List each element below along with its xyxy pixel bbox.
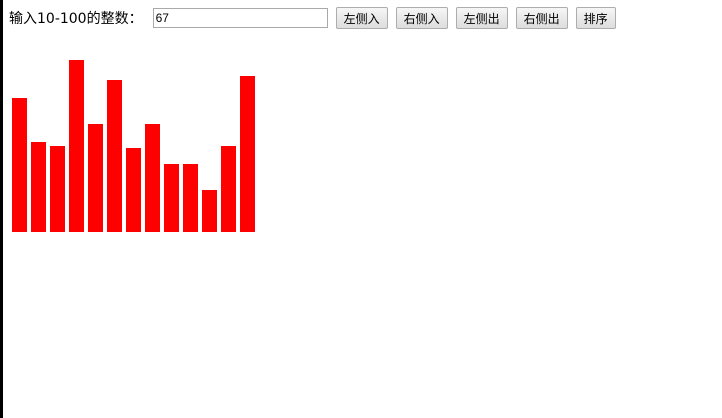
queue-bar[interactable] xyxy=(50,146,65,232)
input-prompt-label: 输入10-100的整数： xyxy=(9,11,143,27)
queue-bar[interactable] xyxy=(12,98,27,232)
queue-controls: 输入10-100的整数： 左侧入 右侧入 左侧出 右侧出 排序 xyxy=(9,7,624,29)
right-in-button[interactable]: 右侧入 xyxy=(395,7,448,29)
queue-bar[interactable] xyxy=(202,190,217,232)
number-input[interactable] xyxy=(152,8,328,28)
queue-bar[interactable] xyxy=(183,164,198,232)
queue-bar[interactable] xyxy=(164,164,179,232)
queue-bar-display xyxy=(12,0,259,232)
queue-bar[interactable] xyxy=(107,80,122,232)
sort-button[interactable]: 排序 xyxy=(575,7,616,29)
queue-bar[interactable] xyxy=(126,148,141,232)
queue-bar[interactable] xyxy=(240,76,255,232)
left-in-button[interactable]: 左侧入 xyxy=(335,7,388,29)
queue-bar[interactable] xyxy=(145,124,160,232)
queue-bar[interactable] xyxy=(69,60,84,232)
queue-bar[interactable] xyxy=(31,142,46,232)
queue-bar[interactable] xyxy=(88,124,103,232)
right-out-button[interactable]: 右侧出 xyxy=(515,7,568,29)
queue-bar[interactable] xyxy=(221,146,236,232)
window-left-border xyxy=(0,0,3,418)
left-out-button[interactable]: 左侧出 xyxy=(455,7,508,29)
